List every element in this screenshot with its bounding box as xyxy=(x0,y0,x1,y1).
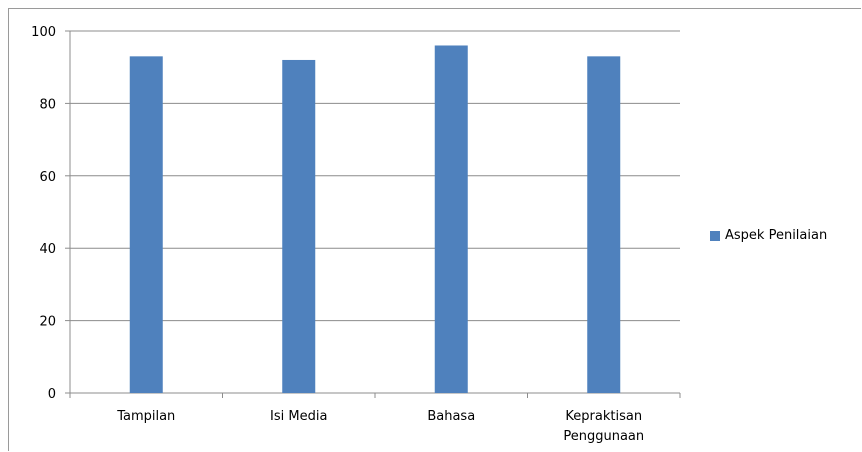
x-category-label: Bahasa xyxy=(427,409,475,424)
bar xyxy=(282,59,316,394)
y-tick-label: 40 xyxy=(39,242,56,257)
chart-frame xyxy=(8,8,861,451)
legend: Aspek Penilaian xyxy=(710,228,827,243)
bar xyxy=(434,45,468,393)
x-category-label: Isi Media xyxy=(270,409,327,424)
y-tick-label: 20 xyxy=(39,315,56,330)
legend-swatch xyxy=(710,230,720,241)
x-category-label: Penggunaan xyxy=(563,429,644,444)
x-category-label: Kepraktisan xyxy=(565,409,642,424)
y-tick-label: 100 xyxy=(31,25,56,40)
y-tick-label: 0 xyxy=(48,387,56,402)
x-category-label: Tampilan xyxy=(116,409,175,424)
y-tick-label: 80 xyxy=(39,97,56,112)
y-tick-label: 60 xyxy=(39,170,56,185)
legend-label: Aspek Penilaian xyxy=(725,228,828,243)
bar xyxy=(129,56,163,394)
bar xyxy=(587,56,621,394)
